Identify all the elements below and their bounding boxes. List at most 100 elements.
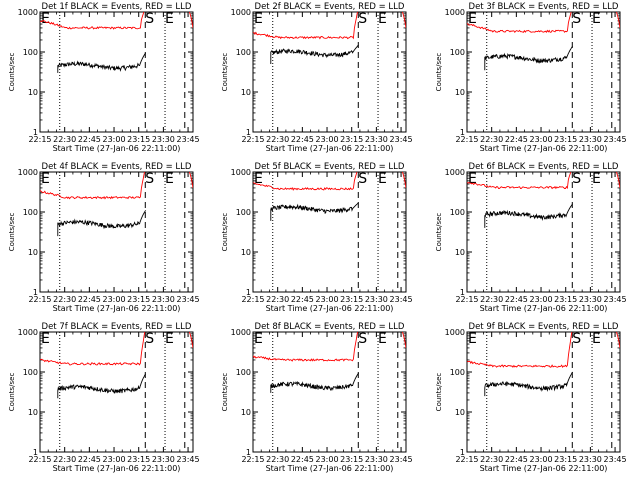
x-tick-label: 22:30 (480, 295, 503, 304)
event-marker-label: S (358, 11, 367, 27)
events-rate-series (270, 202, 359, 221)
x-tick-label: 23:30 (365, 455, 388, 464)
panel-title: Det 8f BLACK = Events, RED = LLD (255, 322, 405, 332)
x-tick-label: 22:45 (291, 295, 314, 304)
y-axis-label: Counts/sec (221, 213, 229, 252)
event-marker-label: E (592, 171, 601, 187)
y-tick-label: 1 (460, 128, 465, 137)
y-axis-label: Counts/sec (221, 373, 229, 412)
x-tick-label: 23:00 (530, 135, 553, 144)
plot-frame (39, 171, 194, 293)
events-rate-series (484, 203, 573, 228)
x-tick-label: 22:15 (28, 295, 51, 304)
y-axis-label: Counts/sec (8, 213, 16, 252)
x-tick-label: 23:45 (390, 295, 413, 304)
y-tick-label: 1000 (445, 168, 465, 177)
lld-rate-series (253, 12, 406, 40)
y-tick-label: 1000 (445, 328, 465, 337)
x-tick-label: 23:15 (554, 295, 577, 304)
event-marker-label: S (145, 331, 154, 347)
x-tick-label: 23:15 (554, 455, 577, 464)
event-marker-label: S (572, 11, 581, 27)
lld-rate-series (253, 332, 406, 362)
x-tick-label: 23:30 (365, 295, 388, 304)
y-tick-label: 100 (236, 48, 251, 57)
plot-frame (252, 11, 407, 133)
detector-panel: Det 4f BLACK = Events, RED = LLD 1 10 100 10… (8, 162, 200, 313)
lld-rate-series (467, 172, 620, 190)
x-tick-label: 23:15 (340, 135, 363, 144)
x-tick-label: 23:30 (152, 295, 175, 304)
x-tick-label: 23:15 (340, 455, 363, 464)
panel-title: Det 7f BLACK = Events, RED = LLD (42, 322, 192, 332)
plot-frame (252, 171, 407, 293)
event-marker-label: E (378, 331, 387, 347)
x-tick-label: 22:30 (480, 455, 503, 464)
x-tick-label: 22:15 (241, 455, 264, 464)
detector-panel: Det 5f BLACK = Events, RED = LLD 1 10 100 10… (221, 162, 413, 313)
x-tick-label: 23:45 (390, 455, 413, 464)
y-axis-label: Counts/sec (8, 53, 16, 92)
y-tick-label: 10 (455, 88, 465, 97)
event-marker-label: E (254, 11, 263, 27)
x-tick-label: 23:45 (177, 455, 200, 464)
y-tick-label: 1 (246, 448, 251, 457)
event-marker-label: E (592, 331, 601, 347)
panel-title: Det 5f BLACK = Events, RED = LLD (255, 162, 405, 172)
x-axis-label: Start Time (27-Jan-06 22:11:00) (266, 464, 394, 473)
event-marker-label: E (165, 331, 174, 347)
event-marker-label: E (468, 11, 477, 27)
x-tick-label: 23:15 (554, 135, 577, 144)
y-tick-label: 10 (455, 248, 465, 257)
x-tick-label: 23:00 (103, 135, 126, 144)
detector-panel: Det 7f BLACK = Events, RED = LLD 1 10 100 10… (8, 322, 200, 473)
event-marker-label: S (358, 331, 367, 347)
event-marker-label: E (41, 331, 50, 347)
event-marker-label: E (254, 331, 263, 347)
x-tick-label: 22:45 (78, 295, 101, 304)
x-tick-label: 22:30 (266, 135, 289, 144)
x-tick-label: 22:15 (28, 455, 51, 464)
lld-rate-series (40, 172, 193, 200)
x-tick-label: 23:45 (390, 135, 413, 144)
panel-title: Det 6f BLACK = Events, RED = LLD (469, 162, 619, 172)
y-axis-label: Counts/sec (8, 373, 16, 412)
panel-title: Det 1f BLACK = Events, RED = LLD (42, 2, 192, 12)
event-marker-label: E (165, 171, 174, 187)
events-rate-series (57, 373, 147, 399)
y-tick-label: 100 (450, 208, 465, 217)
event-marker-label: S (358, 171, 367, 187)
x-tick-label: 22:45 (505, 455, 528, 464)
events-rate-series (270, 372, 359, 393)
y-tick-label: 1000 (231, 168, 251, 177)
y-tick-label: 100 (236, 208, 251, 217)
panel-title: Det 2f BLACK = Events, RED = LLD (255, 2, 405, 12)
y-tick-label: 1000 (18, 8, 38, 17)
y-tick-label: 100 (450, 368, 465, 377)
x-tick-label: 22:30 (266, 455, 289, 464)
y-axis-label: Counts/sec (435, 213, 443, 252)
plot-frame (252, 331, 407, 453)
y-tick-label: 1 (246, 128, 251, 137)
x-axis-label: Start Time (27-Jan-06 22:11:00) (53, 144, 181, 153)
plot-frame (466, 171, 621, 293)
events-rate-series (57, 52, 146, 73)
lld-rate-series (40, 12, 193, 30)
x-axis-label: Start Time (27-Jan-06 22:11:00) (480, 304, 608, 313)
event-marker-label: E (41, 171, 50, 187)
x-tick-label: 23:00 (530, 295, 553, 304)
detector-panel: Det 3f BLACK = Events, RED = LLD 1 10 100 10… (435, 2, 627, 153)
x-tick-label: 23:45 (177, 295, 200, 304)
y-tick-label: 100 (23, 368, 38, 377)
x-tick-label: 22:30 (53, 455, 76, 464)
detector-panel: Det 2f BLACK = Events, RED = LLD 1 10 100 10… (221, 2, 413, 153)
x-axis-label: Start Time (27-Jan-06 22:11:00) (480, 464, 608, 473)
x-axis-label: Start Time (27-Jan-06 22:11:00) (53, 464, 181, 473)
panel-title: Det 9f BLACK = Events, RED = LLD (469, 322, 619, 332)
x-tick-label: 22:30 (266, 295, 289, 304)
lld-rate-series (467, 332, 620, 369)
x-tick-label: 23:30 (365, 135, 388, 144)
x-axis-label: Start Time (27-Jan-06 22:11:00) (266, 144, 394, 153)
lld-rate-series (467, 12, 620, 34)
